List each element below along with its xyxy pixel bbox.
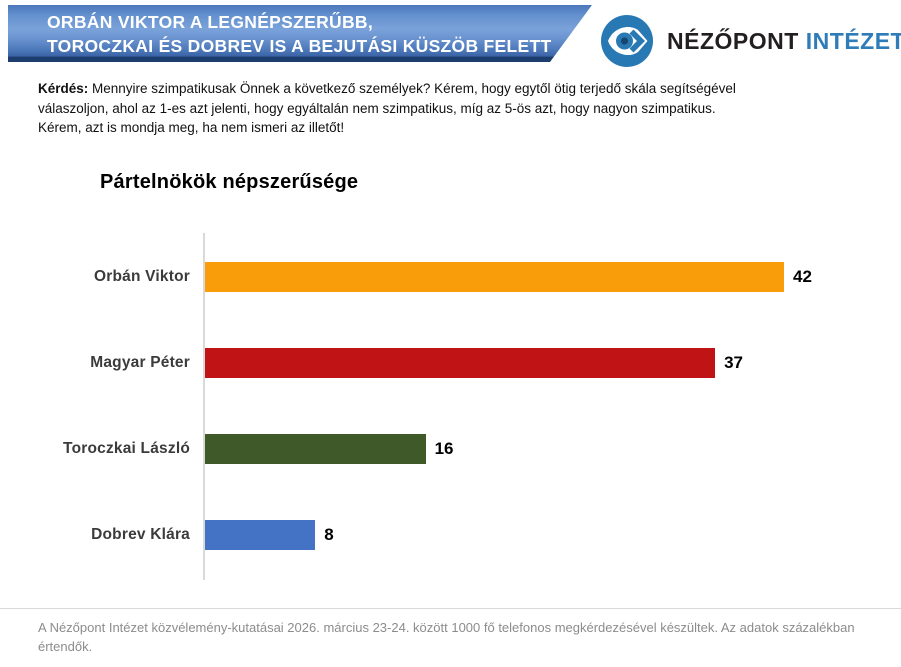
survey-question: Kérdés: Mennyire szimpatikusak Önnek a k… <box>38 79 744 138</box>
chart-row: Dobrev Klára 8 <box>0 520 901 550</box>
bar-chart: Orbán Viktor 42 Magyar Péter 37 Toroczkai Lá… <box>0 233 901 581</box>
chart-axis-line <box>203 233 205 580</box>
chart-row: Magyar Péter 37 <box>0 348 901 378</box>
question-text: Mennyire szimpatikusak Önnek a következő… <box>38 81 736 135</box>
value-label-toroczkai-laszlo: 16 <box>434 439 454 458</box>
chart-row: Toroczkai László 16 <box>0 434 901 464</box>
category-label-toroczkai-laszlo: Toroczkai László <box>63 440 190 457</box>
value-label-orban-viktor: 42 <box>793 267 812 286</box>
category-label-orban-viktor: Orbán Viktor <box>94 268 190 285</box>
chart-row: Orbán Viktor 42 <box>0 262 901 292</box>
value-label-magyar-peter: 37 <box>724 353 743 372</box>
category-label-dobrev-klara: Dobrev Klára <box>91 526 190 543</box>
value-label-dobrev-klara: 8 <box>324 525 334 544</box>
footer-divider <box>0 608 901 609</box>
logo-wordmark-secondary: INTÉZET <box>805 27 901 54</box>
bar-toroczkai-laszlo <box>205 434 426 464</box>
nezopont-eye-icon <box>601 15 653 67</box>
footer-methodology-note: A Nézőpont Intézet közvélemény-kutatásai… <box>38 620 855 654</box>
logo-wordmark-primary: NÉZŐPONT <box>667 27 799 54</box>
category-label-magyar-peter: Magyar Péter <box>90 354 190 371</box>
bar-dobrev-klara <box>205 520 316 550</box>
headline-banner: ORBÁN VIKTOR A LEGNÉPSZERŰBB, TOROCZKAI … <box>8 5 592 62</box>
chart-title: Pártelnökök népszerűsége <box>100 171 359 193</box>
bar-orban-viktor <box>205 262 784 292</box>
headline-line-2: TOROCZKAI ÉS DOBREV IS A BEJUTÁSI KÜSZÖB… <box>47 36 552 56</box>
headline-line-1: ORBÁN VIKTOR A LEGNÉPSZERŰBB, <box>47 12 373 32</box>
nezopont-logo: NÉZŐPONT INTÉZET <box>600 14 901 68</box>
logo-wordmark: NÉZŐPONT INTÉZET <box>667 28 901 55</box>
question-label: Kérdés: <box>38 81 89 96</box>
bar-magyar-peter <box>205 348 716 378</box>
